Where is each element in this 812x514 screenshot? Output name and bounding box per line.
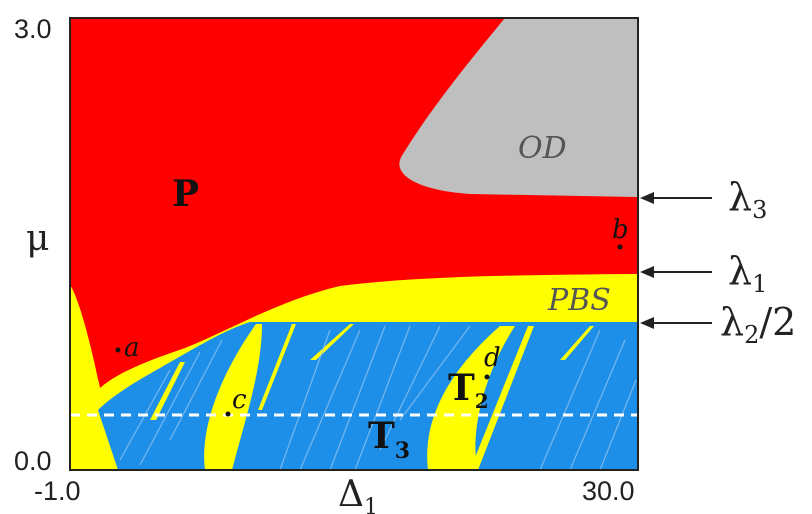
- point-b-marker: [617, 244, 623, 250]
- tongue-thin-5: [560, 326, 594, 360]
- y-axis-label: μ: [26, 218, 49, 259]
- y-tick-top: 3.0: [14, 14, 52, 44]
- tongue-c: [204, 324, 262, 470]
- y-tick-bottom: 0.0: [14, 446, 52, 476]
- tongue-thin-2: [310, 324, 354, 360]
- label-region-od: OD: [518, 131, 567, 166]
- tongue-t2: [427, 326, 515, 470]
- plot-frame: [69, 17, 639, 471]
- point-d-marker: [484, 374, 490, 380]
- point-d-label: d: [484, 343, 501, 373]
- threshold-arrows: [640, 192, 712, 329]
- tongue-thin-1: [470, 326, 534, 470]
- label-region-p: P: [172, 173, 199, 215]
- plot-area: [70, 18, 638, 470]
- threshold-label-lambda1: λ1: [728, 249, 767, 298]
- x-axis-label: Δ1: [338, 474, 378, 514]
- tongue-thin-4: [258, 324, 296, 410]
- tongue-thin-6: [76, 420, 90, 470]
- x-tick-left: -1.0: [34, 476, 81, 506]
- point-a-label: a: [124, 333, 140, 363]
- point-c-marker: [225, 411, 231, 417]
- threshold-label-lambda2-half: λ2/2: [720, 300, 796, 349]
- t-striations: [119, 325, 637, 470]
- label-region-t2: T2: [448, 367, 489, 413]
- threshold-label-lambda3: λ3: [728, 175, 767, 224]
- tongue-thin-3: [150, 362, 185, 420]
- region-od: [399, 18, 638, 197]
- point-a-marker: [115, 347, 121, 353]
- label-region-pbs: PBS: [547, 283, 611, 318]
- point-b-label: b: [612, 215, 629, 245]
- point-c-label: c: [232, 385, 247, 415]
- x-tick-right: 30.0: [582, 476, 635, 506]
- label-region-t3: T3: [368, 415, 410, 464]
